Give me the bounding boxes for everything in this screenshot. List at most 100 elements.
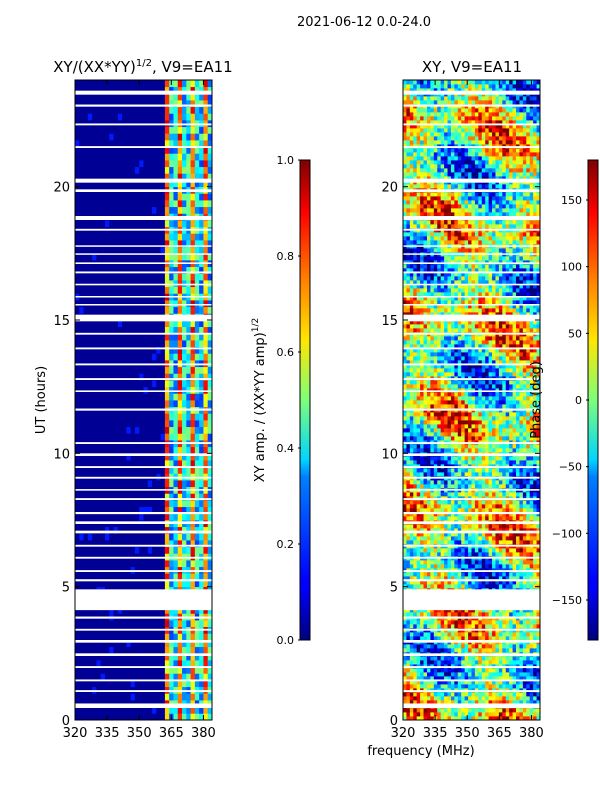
left-heat-cell	[173, 673, 179, 681]
left-heat-cell	[92, 306, 97, 314]
right-heat-cell	[433, 404, 438, 409]
right-heat-cell	[426, 420, 431, 425]
left-heat-cell	[182, 633, 187, 641]
left-heat-cell	[130, 320, 136, 328]
right-heat-cell	[413, 424, 418, 429]
right-heat-cell	[433, 192, 438, 197]
right-heat-cell	[403, 300, 407, 305]
left-heat-cell	[194, 493, 200, 501]
left-heat-cell	[143, 646, 149, 654]
left-heat-cell	[182, 160, 187, 168]
right-heat-cell	[406, 220, 411, 225]
right-heat-cell	[423, 672, 428, 677]
right-heat-cell	[406, 660, 411, 665]
right-heat-cell	[413, 456, 418, 461]
left-heat-cell	[152, 573, 157, 581]
left-heat-cell	[169, 413, 174, 421]
left-heat-cell	[126, 246, 132, 254]
right-heat-cell	[426, 88, 431, 93]
flagged-gap	[75, 570, 212, 572]
left-heat-cell	[113, 706, 119, 714]
right-heat-cell	[420, 436, 424, 441]
left-heat-cell	[113, 166, 119, 174]
left-heat-cell	[152, 233, 157, 241]
left-heat-cell	[186, 713, 191, 721]
left-heat-cell	[113, 240, 119, 248]
left-heat-cell	[190, 240, 196, 248]
right-heat-cell	[426, 128, 431, 133]
right-heat-cell	[403, 388, 407, 393]
left-heat-cell	[199, 546, 204, 554]
flagged-gap	[75, 476, 212, 479]
left-heat-cell	[104, 93, 110, 101]
left-heat-cell	[113, 193, 119, 201]
right-heat-cell	[437, 348, 442, 353]
right-heat-cell	[437, 152, 442, 157]
right-heat-cell	[416, 536, 421, 541]
left-heat-cell	[139, 286, 144, 294]
left-heat-cell	[147, 333, 153, 341]
left-heat-cell	[160, 140, 166, 148]
right-heat-cell	[430, 528, 435, 533]
left-heat-cell	[173, 346, 179, 354]
right-heat-cell	[416, 548, 421, 553]
left-heat-cell	[100, 460, 106, 468]
right-heat-cell	[413, 360, 418, 365]
right-heat-cell	[440, 716, 445, 721]
left-heat-cell	[199, 366, 204, 374]
left-heat-cell	[186, 193, 191, 201]
left-heat-cell	[173, 420, 179, 428]
right-heat-cell	[416, 236, 421, 241]
left-heat-cell	[113, 466, 119, 474]
left-heat-cell	[160, 153, 166, 161]
right-heat-cell	[409, 480, 414, 485]
left-heat-cell	[87, 273, 93, 281]
left-heat-cell	[152, 606, 157, 614]
right-heat-cell	[403, 256, 407, 261]
left-heat-cell	[113, 380, 119, 388]
right-heat-cell	[423, 80, 428, 85]
right-heat-cell	[420, 160, 424, 165]
left-heat-cell	[134, 320, 140, 328]
left-heat-cell	[194, 173, 200, 181]
left-heat-cell	[160, 160, 166, 168]
left-heat-cell	[194, 220, 200, 228]
left-heat-cell	[79, 606, 84, 614]
right-heat-cell	[433, 448, 438, 453]
left-heat-cell	[134, 386, 140, 394]
left-heat-cell	[147, 393, 153, 401]
left-heat-cell	[169, 606, 174, 614]
right-heat-cell	[437, 356, 442, 361]
left-heat-cell	[117, 93, 123, 101]
left-heat-cell	[194, 660, 200, 668]
left-heat-cell	[199, 233, 204, 241]
left-heat-cell	[199, 280, 204, 288]
left-heat-cell	[177, 460, 183, 468]
right-heat-cell	[413, 132, 418, 137]
flagged-gap	[75, 189, 212, 192]
left-heat-cell	[182, 533, 187, 541]
left-heat-cell	[182, 446, 187, 454]
right-heat-cell	[413, 400, 418, 405]
left-heat-cell	[126, 533, 132, 541]
right-heat-cell	[423, 272, 428, 277]
left-heat-cell	[194, 113, 200, 121]
left-heat-cell	[173, 646, 179, 654]
left-heat-cell	[122, 513, 127, 521]
left-heat-cell	[104, 560, 110, 568]
left-heat-cell	[134, 326, 140, 334]
left-heat-cell	[169, 86, 174, 94]
left-heat-cell	[79, 153, 84, 161]
right-heat-cell	[403, 552, 407, 557]
left-heat-cell	[92, 93, 97, 101]
left-heat-cell	[186, 660, 191, 668]
left-heat-cell	[75, 660, 80, 668]
right-heat-cell	[420, 424, 424, 429]
left-heat-cell	[96, 113, 102, 121]
left-heat-cell	[104, 100, 110, 108]
left-heat-cell	[109, 433, 114, 441]
right-heat-cell	[403, 288, 407, 293]
left-heat-cell	[100, 200, 106, 208]
left-heat-cell	[194, 606, 200, 614]
right-heat-cell	[406, 648, 411, 653]
